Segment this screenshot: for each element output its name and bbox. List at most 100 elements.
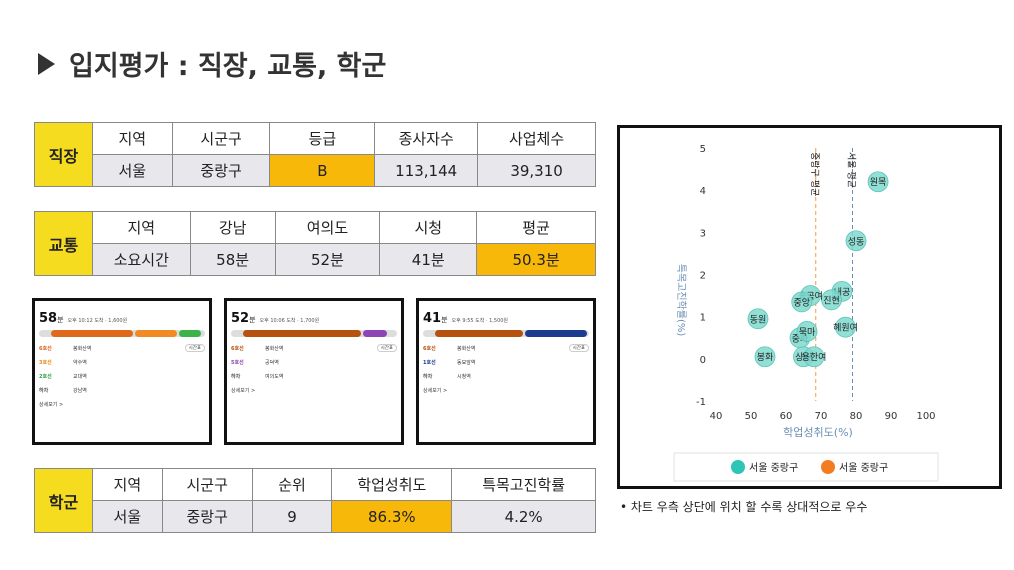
y-tick-label: -1: [696, 397, 706, 408]
transport-value: 52분: [274, 243, 381, 276]
y-tick-label: 3: [700, 228, 706, 239]
route-bar: [39, 330, 205, 337]
average-line-label: 중랑구 평균: [809, 152, 821, 196]
scatter-point: [835, 316, 856, 338]
transport-average: 50.3분: [476, 243, 596, 276]
scatter-point: [791, 291, 813, 313]
scatter-point: [821, 289, 842, 311]
point-label: 봉화: [757, 352, 774, 363]
jobs-value: 113,144: [374, 154, 479, 187]
school-header: 지역: [91, 468, 163, 501]
route-info: 오후 10:12 도착 · 1,600원: [67, 318, 128, 324]
point-label: 진현: [823, 295, 840, 306]
scatter-point: [803, 346, 825, 368]
y-tick-label: 4: [700, 186, 706, 197]
school-value: 9: [251, 500, 333, 533]
jobs-table: 직장 지역 시군구 등급 종사자수 사업체수 서울 중랑구 B 113,144 …: [34, 122, 596, 187]
scatter-point: [867, 171, 889, 193]
point-label: 혜원여: [833, 322, 858, 334]
detail-link[interactable]: 상세보기 >: [231, 388, 256, 394]
transport-header: 평균: [476, 211, 596, 244]
line-label: 1호선: [423, 360, 436, 366]
school-header: 학업성취도: [331, 468, 453, 501]
route-time-unit: 분: [441, 316, 448, 324]
y-tick-label: 0: [700, 355, 706, 366]
point-label: 중앙: [793, 296, 810, 308]
timetable-button[interactable]: 시간표: [184, 344, 205, 352]
school-category: 학군: [34, 468, 93, 533]
station-name: 교대역: [73, 374, 87, 380]
transport-table: 교통 지역 강남 여의도 시청 평균 소요시간 58분 52분 41분 50.3…: [34, 211, 596, 276]
transport-value: 58분: [189, 243, 276, 276]
transport-value: 소요시간: [91, 243, 191, 276]
detail-link[interactable]: 상세보기 >: [423, 388, 448, 394]
station-name: 강남역: [73, 388, 87, 394]
legend-box: [673, 452, 939, 482]
school-value: 서울: [91, 500, 163, 533]
y-tick-label: 2: [700, 271, 706, 282]
point-label: 원목: [870, 177, 887, 188]
x-tick-label: 100: [916, 411, 935, 422]
page-title-text: 입지평가 : 직장, 교통, 학군: [69, 51, 387, 82]
jobs-header: 지역: [91, 122, 173, 155]
legend-label: 서울 중랑구: [839, 462, 888, 474]
legend-marker: [731, 460, 745, 474]
line-label: 5호선: [231, 360, 244, 366]
route-card-yeouido: 52분 오후 10:06 도착 · 1,700원 6호선 봉화산역 시간표 5호선 공덕…: [224, 298, 404, 445]
scatter-chart: 40 50 60 70 80 90 100 -1 0 1 2 3 4 5 중랑구 평균 서울 평균 원목성동…: [673, 144, 939, 482]
route-time-unit: 분: [57, 316, 64, 324]
transport-category: 교통: [34, 211, 93, 276]
line-label: 2호선: [39, 374, 52, 380]
station-name: 약수역: [73, 360, 87, 366]
station-name: 시청역: [457, 374, 471, 380]
play-triangle-icon: [38, 52, 55, 75]
jobs-header: 사업체수: [477, 122, 596, 155]
transport-header: 지역: [91, 211, 191, 244]
line-label: 6호선: [39, 345, 52, 352]
line-label: 하차: [231, 374, 241, 380]
route-info: 오후 10:06 도착 · 1,700원: [259, 318, 320, 324]
line-label: 6호선: [423, 345, 436, 352]
scatter-point: [796, 321, 818, 342]
school-value: 4.2%: [451, 500, 596, 533]
station-name: 봉화산역: [73, 345, 92, 352]
x-tick-label: 90: [885, 411, 898, 422]
scatter-chart-frame: 40 50 60 70 80 90 100 -1 0 1 2 3 4 5 중랑구 평균 서울 평균 원목 성동…: [617, 125, 1002, 489]
point-label: 성동: [848, 236, 865, 247]
jobs-grade: B: [269, 154, 376, 187]
route-info: 오후 9:55 도착 · 1,500원: [451, 318, 509, 324]
x-tick-label: 50: [745, 411, 758, 422]
jobs-header: 등급: [269, 122, 376, 155]
timetable-button[interactable]: 시간표: [568, 344, 589, 352]
jobs-value: 중랑구: [171, 154, 271, 187]
x-tick-label: 40: [710, 411, 723, 422]
chart-note: • 차트 우측 상단에 위치 할 수록 상대적으로 우수: [620, 500, 868, 514]
jobs-header: 종사자수: [374, 122, 479, 155]
point-label: 상원: [795, 352, 812, 363]
page-title: 입지평가 : 직장, 교통, 학군: [38, 44, 386, 83]
scatter-point: [747, 308, 769, 330]
timetable-button[interactable]: 시간표: [376, 344, 397, 352]
y-tick-label: 5: [700, 144, 706, 155]
point-label: 내공: [834, 287, 851, 298]
school-achievement: 86.3%: [331, 500, 453, 533]
route-bar: [423, 330, 589, 337]
route-time-unit: 분: [249, 316, 256, 324]
scatter-point: [754, 346, 776, 368]
jobs-header: 시군구: [171, 122, 271, 155]
legend-marker: [821, 460, 835, 474]
route-time: 52: [231, 311, 250, 326]
x-axis-label: 학업성취도(%): [783, 426, 853, 439]
detail-link[interactable]: 상세보기 >: [39, 402, 64, 408]
station-name: 봉화산역: [457, 345, 476, 352]
transport-value: 41분: [379, 243, 478, 276]
school-value: 중랑구: [161, 500, 253, 533]
transport-header: 여의도: [274, 211, 381, 244]
station-name: 봉화산역: [265, 345, 284, 352]
line-label: 하차: [423, 374, 433, 380]
school-header: 특목고진학률: [451, 468, 596, 501]
station-name: 공덕역: [265, 360, 279, 366]
line-label: 하차: [39, 388, 49, 394]
jobs-category: 직장: [34, 122, 93, 187]
route-time: 58: [39, 311, 58, 326]
